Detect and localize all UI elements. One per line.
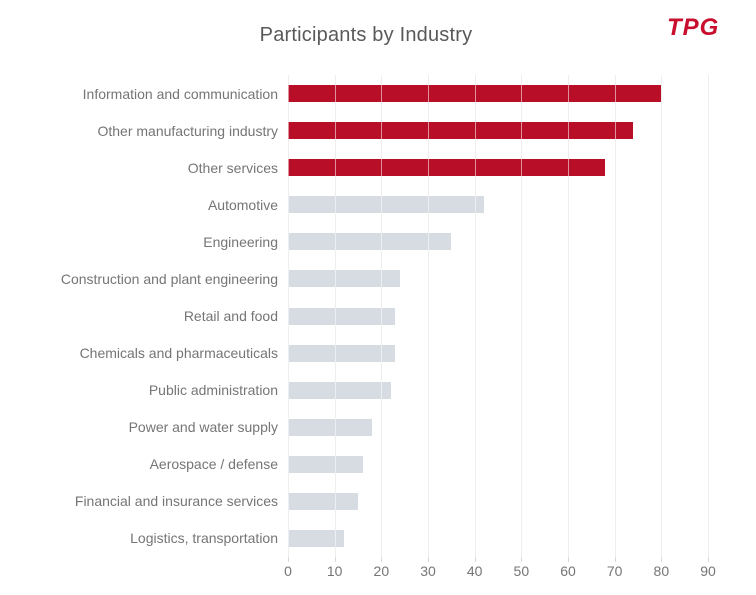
x-tick-label: 60 (560, 563, 576, 579)
category-label: Power and water supply (128, 419, 278, 436)
bar (288, 344, 396, 362)
bar-row (288, 297, 708, 334)
x-tick-label: 0 (284, 563, 292, 579)
bar (288, 418, 372, 436)
category-label: Information and communication (82, 85, 278, 102)
chart-title: Participants by Industry (259, 24, 473, 46)
bar (288, 159, 606, 177)
bar-row (288, 75, 708, 112)
x-tick-label: 70 (606, 563, 623, 579)
category-labels: Information and communication Other manuf… (0, 75, 278, 557)
bar-row (288, 186, 708, 223)
x-tick-label: 20 (373, 563, 390, 579)
x-tick-label: 40 (466, 563, 483, 579)
category-label: Automotive (207, 196, 278, 213)
bar-row (288, 372, 708, 409)
tpg-logo-text: TPG (667, 14, 719, 41)
category-label: Engineering (203, 233, 278, 250)
x-axis: 0 10 20 30 40 50 60 70 80 90 (284, 563, 716, 583)
category-label: Public administration (148, 382, 278, 399)
bar (288, 270, 400, 288)
category-label: Logistics, transportation (130, 530, 278, 547)
category-label: Aerospace / defense (149, 456, 278, 473)
bar (288, 492, 358, 510)
bar-row (288, 223, 708, 260)
category-label: Other manufacturing industry (97, 122, 278, 139)
bar-row (288, 335, 708, 372)
gridline (708, 75, 709, 562)
bar-row (288, 112, 708, 149)
category-label: Other services (187, 159, 278, 176)
bar (288, 196, 484, 214)
tpg-logo-graphic: TPG (667, 14, 719, 41)
bar-row (288, 483, 708, 520)
bar (288, 85, 662, 103)
tpg-logo: TPG (666, 13, 732, 46)
x-tick-label: 30 (420, 563, 436, 579)
category-label: Chemicals and pharmaceuticals (79, 345, 278, 362)
plot-area (288, 75, 709, 562)
bar (288, 529, 344, 547)
bar-row (288, 446, 708, 483)
bar-row (288, 409, 708, 446)
bar (288, 455, 363, 473)
x-tick-label: 10 (326, 563, 343, 579)
bar (288, 233, 452, 251)
bar (288, 381, 391, 399)
category-label: Financial and insurance services (74, 493, 278, 510)
x-tick-label: 50 (513, 563, 530, 579)
bar-row (288, 149, 708, 186)
bars-layer (288, 75, 708, 557)
x-tick-label: 80 (653, 563, 670, 579)
bar-row (288, 520, 708, 557)
category-label: Retail and food (183, 308, 278, 324)
bar (288, 307, 396, 325)
x-tick-label: 90 (700, 563, 716, 579)
bar (288, 122, 634, 140)
bar-row (288, 260, 708, 297)
category-label: Construction and plant engineering (60, 270, 278, 287)
